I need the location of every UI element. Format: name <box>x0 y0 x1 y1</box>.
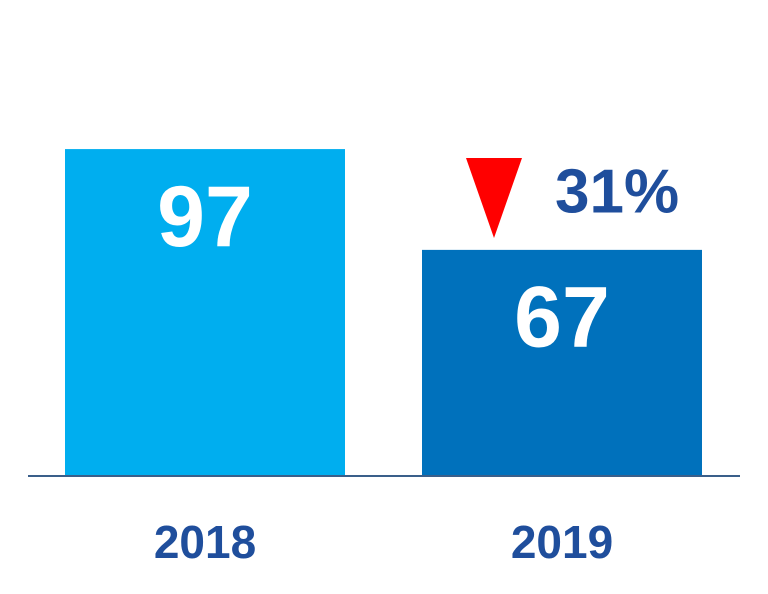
decrease-arrow <box>466 158 522 238</box>
bar <box>65 149 345 475</box>
value-label: 97 <box>157 169 253 265</box>
change-annotation: 31% <box>555 157 679 226</box>
x-tick-label: 2018 <box>154 516 256 568</box>
x-tick-label: 2019 <box>511 516 613 568</box>
bar <box>422 249 702 475</box>
value-label: 67 <box>514 270 610 366</box>
